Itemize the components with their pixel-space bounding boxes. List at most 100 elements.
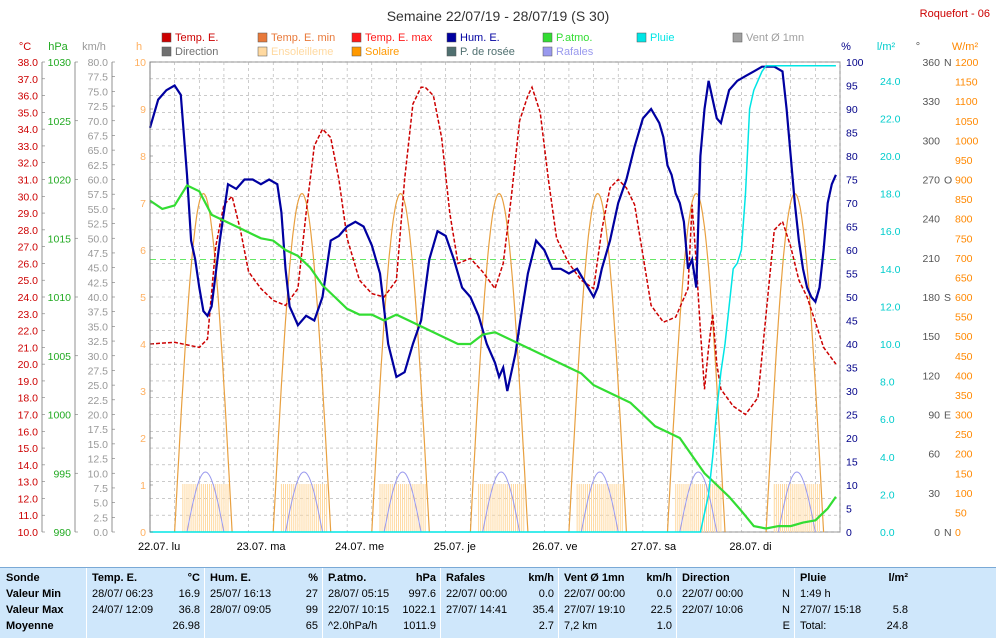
- y-tick-label: 20.0: [88, 410, 109, 422]
- stats-timestamp: 22/07/ 10:06: [682, 604, 744, 616]
- y-tick-label: 330: [922, 96, 940, 108]
- stats-table: Sonde Valeur Min Valeur Max Moyenne Temp. E.…: [0, 567, 996, 638]
- series-line: [148, 65, 837, 392]
- stats-row: 22/07/ 00:00 N: [682, 586, 790, 602]
- y-tick-label: 34.0: [18, 124, 39, 136]
- y-tick-label: 37.0: [18, 74, 39, 86]
- legend-label: Ensoleilleme: [271, 46, 333, 58]
- y-tick-label: 1050: [955, 116, 979, 128]
- stats-row: Valeur Max: [6, 604, 64, 616]
- y-tick-label: 1025: [48, 116, 72, 128]
- stats-header-label: Direction: [682, 572, 730, 584]
- y-tick-label: 14.0: [880, 264, 901, 276]
- y-tick-label: 1200: [955, 57, 979, 69]
- gust-curve: [679, 471, 718, 533]
- y-tick-label: 22.5: [88, 395, 109, 407]
- y-tick-label: 1005: [48, 351, 72, 363]
- x-tick-label: 26.07. ve: [532, 541, 577, 553]
- stats-value: 99: [305, 604, 318, 616]
- y-tick-label: 300: [922, 135, 940, 147]
- legend-swatch: [446, 32, 457, 43]
- y-tick-label: 27.0: [18, 242, 39, 254]
- legend-swatch: [446, 46, 457, 57]
- y-tick-label: 15.0: [18, 443, 39, 455]
- y-tick-label: 210: [922, 253, 940, 265]
- y-tick-label: 10.0: [88, 468, 109, 480]
- stats-timestamp: Total:: [800, 620, 827, 632]
- stats-header: Rafales km/h: [446, 570, 554, 586]
- series-line: [149, 183, 837, 530]
- stats-timestamp: 28/07/ 06:23: [92, 588, 154, 600]
- y-tick-label: 80: [846, 151, 858, 163]
- y-tick-label: 40.0: [88, 292, 109, 304]
- stats-row: 27/07/ 19:10 22.5: [564, 602, 672, 618]
- axis-unit-wind: km/h: [82, 41, 106, 53]
- y-tick-label: 32.5: [88, 336, 109, 348]
- legend-label: P.atmo.: [556, 32, 593, 44]
- y-tick-label: 400: [955, 370, 973, 382]
- stats-value: 2.7: [538, 620, 554, 632]
- gust-curve: [383, 471, 422, 533]
- y-tick-label: 12.0: [18, 493, 39, 505]
- y-tick-label: 200: [955, 449, 973, 461]
- y-tick-label: 10.0: [880, 339, 901, 351]
- y-tick-label: 22.0: [880, 113, 901, 125]
- y-tick-label: 8.0: [880, 377, 895, 389]
- y-tick-label: 18.0: [18, 393, 39, 405]
- stats-timestamp: 22/07/ 10:15: [328, 604, 390, 616]
- y-tick-label: 1150: [955, 77, 978, 89]
- stats-header: P.atmo. hPa: [328, 570, 436, 586]
- solar-curve: [272, 192, 332, 533]
- stats-timestamp: 27/07/ 19:10: [564, 604, 626, 616]
- y-tick-label: 70: [846, 198, 858, 210]
- y-tick-label: 24.0: [880, 76, 901, 88]
- y-tick-label: 30.0: [18, 191, 39, 203]
- dir-label: O: [944, 175, 952, 187]
- y-tick-label: 1010: [48, 292, 72, 304]
- stats-row: 22/07/ 10:15 1022.1: [328, 602, 436, 618]
- y-tick-label: 60: [928, 449, 940, 461]
- y-tick-label: 0: [140, 527, 146, 539]
- stats-value: N: [782, 588, 790, 600]
- stats-value: 5.8: [892, 604, 908, 616]
- y-tick-label: 95: [846, 81, 858, 93]
- y-tick-label: 1100: [955, 96, 978, 108]
- y-tick-label: 1015: [48, 233, 72, 245]
- y-tick-label: 77.5: [88, 72, 109, 84]
- stats-timestamp: 22/07/ 00:00: [564, 588, 626, 600]
- stats-header-unit: °C: [187, 572, 200, 584]
- y-tick-label: 0: [846, 527, 852, 539]
- stats-row: 26.98: [92, 618, 200, 634]
- y-tick-label: 32.0: [18, 158, 39, 170]
- stats-value: N: [782, 604, 790, 616]
- y-tick-label: 270: [922, 175, 940, 187]
- stats-column: Pluie l/m² 1:49 h 27/07/ 15:18 5.8 Total: 24.8: [800, 570, 908, 634]
- y-tick-label: 5: [846, 504, 852, 516]
- y-tick-label: 23.0: [18, 309, 39, 321]
- solar-curve: [666, 192, 726, 533]
- y-tick-label: 11.0: [18, 510, 38, 522]
- y-tick-label: 40: [846, 339, 858, 351]
- dir-label: N: [944, 527, 952, 539]
- y-tick-label: 120: [922, 370, 940, 382]
- y-tick-label: 65: [846, 222, 858, 234]
- station-name: Roquefort - 06: [920, 8, 990, 20]
- stats-timestamp: 25/07/ 16:13: [210, 588, 272, 600]
- stats-timestamp: 1:49 h: [800, 588, 831, 600]
- axis-unit-dir: °: [916, 41, 920, 53]
- stats-header: Pluie l/m²: [800, 570, 908, 586]
- solar-curve: [174, 192, 233, 533]
- y-tick-label: 19.0: [18, 376, 39, 388]
- x-tick-label: 24.07. me: [335, 541, 384, 553]
- stats-header: Vent Ø 1mn km/h: [564, 570, 672, 586]
- stats-header: Direction: [682, 570, 790, 586]
- y-tick-label: 0: [934, 527, 940, 539]
- stats-timestamp: 28/07/ 09:05: [210, 604, 272, 616]
- y-tick-label: 26.0: [18, 258, 39, 270]
- y-tick-label: 15: [846, 457, 858, 469]
- gust-curve: [186, 471, 225, 533]
- y-tick-label: 0.0: [880, 527, 895, 539]
- stats-header: Temp. E. °C: [92, 570, 200, 586]
- y-tick-label: 300: [955, 410, 973, 422]
- column-divider: [558, 568, 559, 638]
